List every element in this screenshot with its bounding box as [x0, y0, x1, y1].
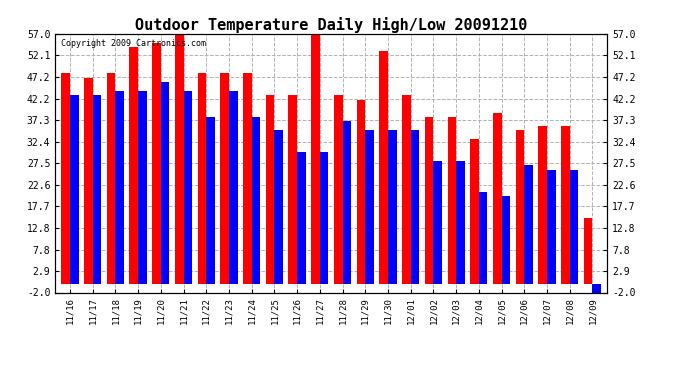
Bar — [243, 73, 252, 284]
Bar — [184, 91, 193, 284]
Bar — [357, 99, 365, 284]
Bar — [92, 95, 101, 284]
Bar — [448, 117, 456, 284]
Bar — [297, 152, 306, 284]
Bar — [388, 130, 397, 284]
Bar — [206, 117, 215, 284]
Bar — [70, 95, 79, 284]
Bar — [275, 130, 283, 284]
Bar — [493, 113, 502, 284]
Bar — [470, 139, 479, 284]
Bar — [433, 161, 442, 284]
Bar — [479, 192, 488, 284]
Bar — [342, 122, 351, 284]
Bar — [175, 34, 184, 284]
Bar — [402, 95, 411, 284]
Bar — [515, 130, 524, 284]
Bar — [266, 95, 275, 284]
Bar — [229, 91, 237, 284]
Bar — [561, 126, 570, 284]
Bar — [411, 130, 420, 284]
Bar — [115, 91, 124, 284]
Bar — [547, 170, 555, 284]
Bar — [220, 73, 229, 284]
Bar — [130, 47, 138, 284]
Bar — [252, 117, 260, 284]
Bar — [380, 51, 388, 284]
Bar — [365, 130, 374, 284]
Text: Copyright 2009 Cartronics.com: Copyright 2009 Cartronics.com — [61, 39, 206, 48]
Bar — [61, 73, 70, 284]
Bar — [334, 95, 342, 284]
Bar — [538, 126, 547, 284]
Bar — [84, 78, 92, 284]
Bar — [524, 165, 533, 284]
Title: Outdoor Temperature Daily High/Low 20091210: Outdoor Temperature Daily High/Low 20091… — [135, 16, 527, 33]
Bar — [288, 95, 297, 284]
Bar — [593, 284, 601, 292]
Bar — [502, 196, 510, 284]
Bar — [320, 152, 328, 284]
Bar — [107, 73, 115, 284]
Bar — [425, 117, 433, 284]
Bar — [311, 34, 320, 284]
Bar — [456, 161, 465, 284]
Bar — [197, 73, 206, 284]
Bar — [570, 170, 578, 284]
Bar — [152, 42, 161, 284]
Bar — [584, 218, 593, 284]
Bar — [161, 82, 170, 284]
Bar — [138, 91, 147, 284]
